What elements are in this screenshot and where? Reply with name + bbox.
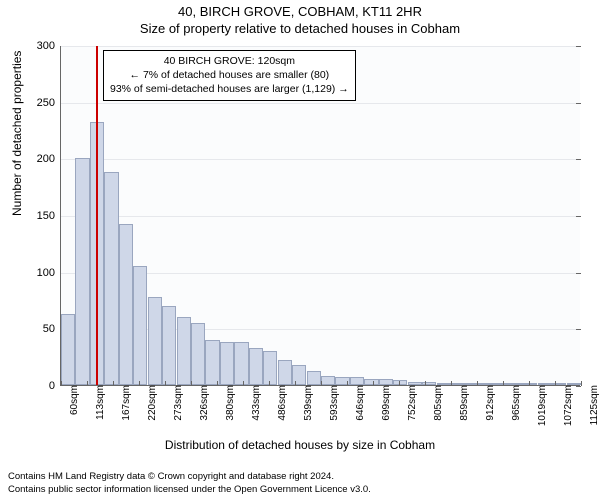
y-tick-mark: [576, 46, 581, 47]
histogram-bar: [205, 340, 219, 385]
histogram-bar: [119, 224, 133, 385]
x-tick-label: 805sqm: [429, 385, 444, 421]
histogram-bar: [61, 314, 75, 385]
x-tick-label: 965sqm: [507, 385, 522, 421]
x-tick-label: 859sqm: [455, 385, 470, 421]
x-tick-mark: [139, 381, 140, 386]
x-tick-mark: [243, 381, 244, 386]
x-tick-mark: [451, 381, 452, 386]
x-tick-label: 752sqm: [403, 385, 418, 421]
histogram-bar: [75, 158, 89, 385]
gridline: [61, 159, 580, 160]
histogram-bar: [278, 360, 292, 385]
x-tick-label: 912sqm: [481, 385, 496, 421]
x-tick-mark: [191, 381, 192, 386]
x-tick-mark: [347, 381, 348, 386]
page-subtitle: Size of property relative to detached ho…: [0, 21, 600, 36]
x-tick-label: 646sqm: [351, 385, 366, 421]
histogram-bar: [191, 323, 205, 385]
y-tick-label: 150: [37, 210, 61, 222]
y-tick-mark: [576, 103, 581, 104]
footer-line-1: Contains HM Land Registry data © Crown c…: [8, 471, 371, 483]
gridline: [61, 216, 580, 217]
x-tick-label: 60sqm: [65, 385, 80, 415]
annotation-line-3: 93% of semi-detached houses are larger (…: [110, 82, 349, 96]
histogram-bar: [249, 348, 263, 385]
x-tick-label: 1125sqm: [585, 385, 600, 425]
y-tick-mark: [576, 216, 581, 217]
x-tick-mark: [555, 381, 556, 386]
y-tick-label: 100: [37, 267, 61, 279]
x-tick-label: 539sqm: [299, 385, 314, 421]
y-tick-label: 250: [37, 97, 61, 109]
y-axis-label: Number of detached properties: [10, 51, 24, 216]
histogram-bar: [321, 376, 335, 385]
footer-line-2: Contains public sector information licen…: [8, 484, 371, 496]
annotation-box: 40 BIRCH GROVE: 120sqm ← 7% of detached …: [103, 50, 356, 101]
annotation-line-2: ← 7% of detached houses are smaller (80): [110, 68, 349, 82]
x-tick-label: 220sqm: [143, 385, 158, 421]
x-tick-label: 486sqm: [273, 385, 288, 421]
x-tick-mark: [165, 381, 166, 386]
x-tick-mark: [373, 381, 374, 386]
x-axis-label: Distribution of detached houses by size …: [0, 438, 600, 452]
x-tick-mark: [61, 381, 62, 386]
x-tick-label: 380sqm: [221, 385, 236, 421]
annotation-line-1: 40 BIRCH GROVE: 120sqm: [110, 54, 349, 68]
x-tick-mark: [425, 381, 426, 386]
y-tick-label: 200: [37, 153, 61, 165]
x-tick-mark: [295, 381, 296, 386]
x-tick-label: 326sqm: [195, 385, 210, 421]
y-tick-mark: [576, 273, 581, 274]
histogram-bar: [350, 377, 364, 385]
y-tick-label: 300: [37, 40, 61, 52]
histogram-bar: [133, 266, 147, 385]
histogram-bar: [177, 317, 191, 385]
x-tick-label: 1072sqm: [559, 385, 574, 426]
y-tick-mark: [576, 329, 581, 330]
header: 40, BIRCH GROVE, COBHAM, KT11 2HR Size o…: [0, 0, 600, 36]
x-tick-mark: [529, 381, 530, 386]
histogram-bar: [263, 351, 277, 385]
footer: Contains HM Land Registry data © Crown c…: [8, 471, 371, 496]
property-marker-line: [96, 46, 98, 385]
histogram-bar: [104, 172, 118, 385]
x-tick-mark: [399, 381, 400, 386]
x-tick-label: 167sqm: [117, 385, 132, 421]
y-tick-label: 0: [49, 380, 61, 392]
x-tick-label: 433sqm: [247, 385, 262, 421]
gridline: [61, 46, 580, 47]
x-tick-label: 1019sqm: [533, 385, 548, 426]
x-tick-mark: [581, 381, 582, 386]
histogram-chart: 05010015020025030060sqm113sqm167sqm220sq…: [60, 46, 580, 386]
x-tick-label: 273sqm: [169, 385, 184, 421]
x-tick-label: 593sqm: [325, 385, 340, 421]
y-tick-mark: [576, 159, 581, 160]
y-tick-mark: [576, 386, 581, 387]
histogram-bar: [307, 371, 321, 385]
x-tick-mark: [87, 381, 88, 386]
x-tick-mark: [477, 381, 478, 386]
x-tick-label: 113sqm: [91, 385, 106, 420]
y-tick-label: 50: [43, 323, 61, 335]
histogram-bar: [148, 297, 162, 385]
x-tick-mark: [269, 381, 270, 386]
page-title: 40, BIRCH GROVE, COBHAM, KT11 2HR: [0, 4, 600, 19]
histogram-bar: [220, 342, 234, 385]
histogram-bar: [162, 306, 176, 385]
gridline: [61, 103, 580, 104]
histogram-bar: [234, 342, 248, 385]
x-tick-label: 699sqm: [377, 385, 392, 421]
x-tick-mark: [217, 381, 218, 386]
x-tick-mark: [503, 381, 504, 386]
x-tick-mark: [321, 381, 322, 386]
x-tick-mark: [113, 381, 114, 386]
